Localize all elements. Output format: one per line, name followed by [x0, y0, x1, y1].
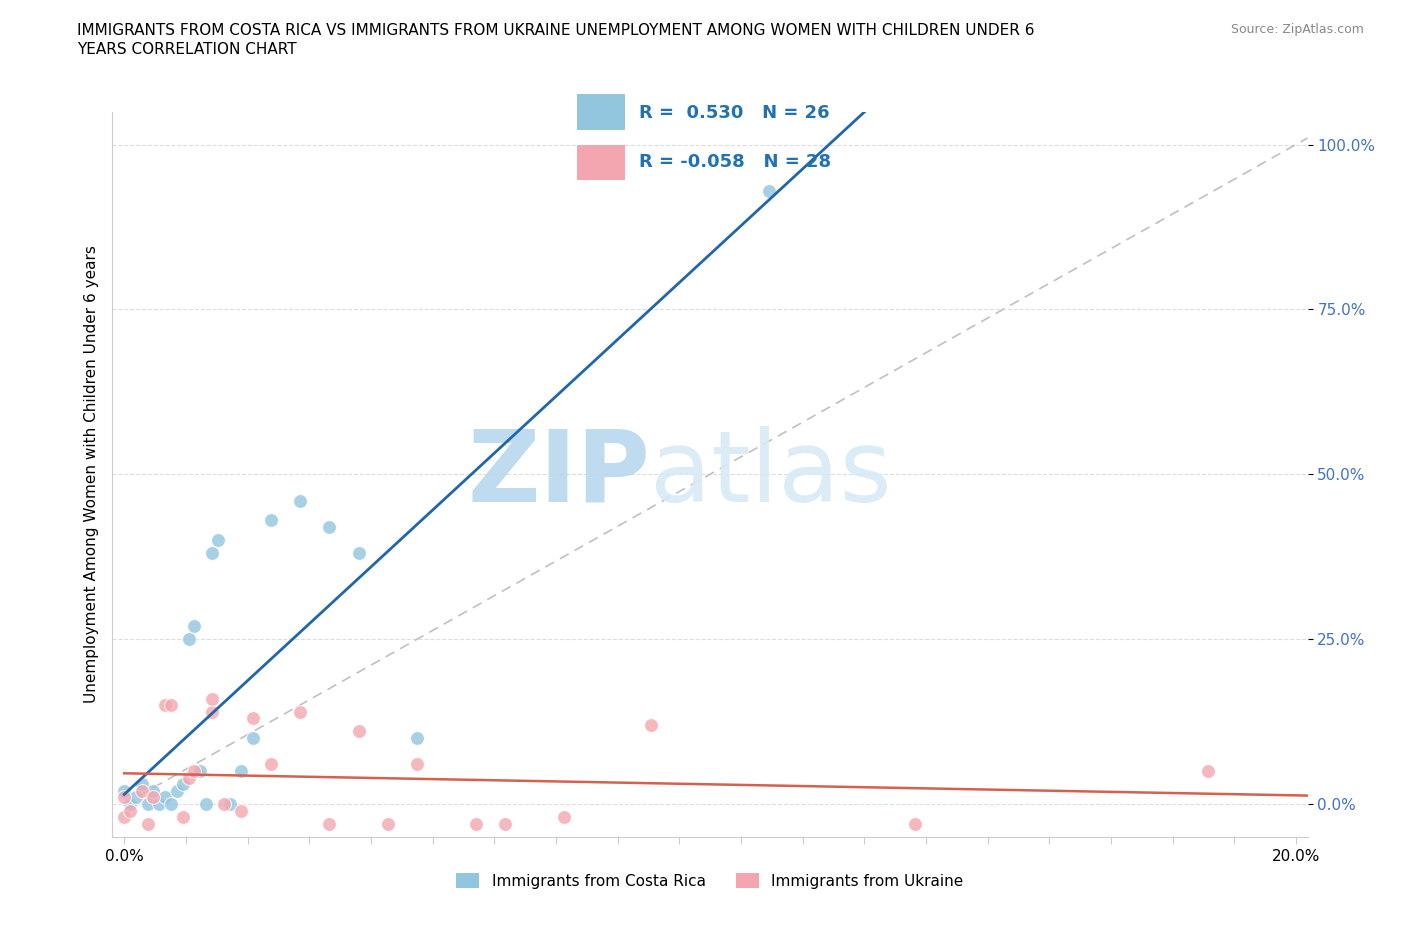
- Point: [183, 764, 205, 778]
- Point: [212, 797, 235, 812]
- Point: [155, 698, 177, 712]
- Point: [318, 520, 340, 535]
- Point: [172, 810, 194, 825]
- Point: [148, 797, 170, 812]
- Point: [155, 790, 177, 804]
- Point: [112, 783, 135, 798]
- Point: [640, 717, 662, 732]
- Legend: Immigrants from Costa Rica, Immigrants from Ukraine: Immigrants from Costa Rica, Immigrants f…: [450, 867, 970, 895]
- Bar: [576, 95, 624, 129]
- Point: [553, 810, 575, 825]
- Point: [177, 770, 200, 785]
- Text: atlas: atlas: [651, 426, 891, 523]
- Point: [231, 764, 253, 778]
- Point: [288, 493, 311, 508]
- Point: [260, 757, 283, 772]
- Text: R = -0.058   N = 28: R = -0.058 N = 28: [640, 153, 831, 171]
- Point: [112, 790, 135, 804]
- Point: [201, 691, 224, 706]
- Point: [160, 698, 183, 712]
- Point: [112, 810, 135, 825]
- Text: ZIP: ZIP: [467, 426, 651, 523]
- Point: [166, 783, 188, 798]
- Point: [242, 711, 264, 725]
- Point: [131, 783, 153, 798]
- Point: [188, 764, 212, 778]
- Text: R =  0.530   N = 26: R = 0.530 N = 26: [640, 103, 830, 122]
- Point: [218, 797, 240, 812]
- Point: [120, 797, 141, 812]
- Point: [142, 790, 165, 804]
- Point: [904, 817, 927, 831]
- Bar: [576, 145, 624, 180]
- Point: [125, 790, 148, 804]
- Point: [242, 731, 264, 746]
- Text: YEARS CORRELATION CHART: YEARS CORRELATION CHART: [77, 42, 297, 57]
- Point: [201, 546, 224, 561]
- Point: [131, 777, 153, 791]
- Point: [160, 797, 183, 812]
- Point: [347, 546, 370, 561]
- Point: [406, 731, 429, 746]
- Point: [183, 618, 205, 633]
- Point: [406, 757, 429, 772]
- Point: [142, 783, 165, 798]
- Point: [207, 533, 229, 548]
- Point: [120, 804, 141, 818]
- Text: IMMIGRANTS FROM COSTA RICA VS IMMIGRANTS FROM UKRAINE UNEMPLOYMENT AMONG WOMEN W: IMMIGRANTS FROM COSTA RICA VS IMMIGRANTS…: [77, 23, 1035, 38]
- Point: [347, 724, 370, 739]
- Point: [177, 631, 200, 646]
- Point: [288, 704, 311, 719]
- Point: [136, 817, 159, 831]
- Y-axis label: Unemployment Among Women with Children Under 6 years: Unemployment Among Women with Children U…: [83, 246, 98, 703]
- Point: [231, 804, 253, 818]
- Text: Source: ZipAtlas.com: Source: ZipAtlas.com: [1230, 23, 1364, 36]
- Point: [758, 183, 780, 198]
- Point: [172, 777, 194, 791]
- Point: [195, 797, 218, 812]
- Point: [464, 817, 486, 831]
- Point: [318, 817, 340, 831]
- Point: [494, 817, 516, 831]
- Point: [201, 704, 224, 719]
- Point: [260, 513, 283, 528]
- Point: [1197, 764, 1219, 778]
- Point: [136, 797, 159, 812]
- Point: [377, 817, 399, 831]
